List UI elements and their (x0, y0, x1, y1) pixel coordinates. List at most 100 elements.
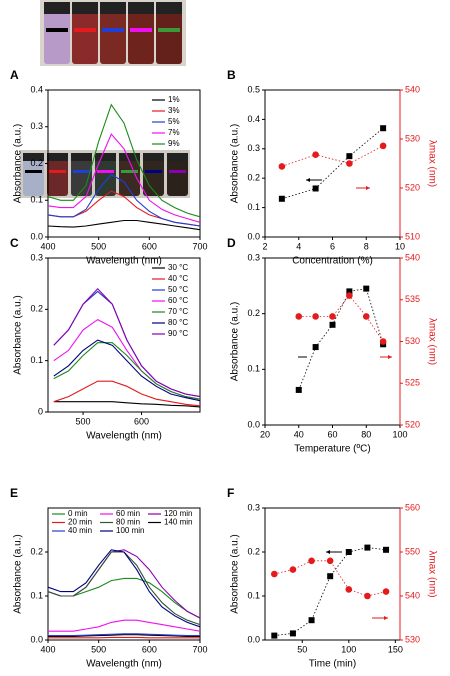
legend-label: 60 °C (168, 296, 188, 305)
y2-tick-label: 540 (405, 590, 420, 600)
x-tick-label: 600 (142, 644, 157, 654)
x-tick-label: 8 (364, 241, 369, 251)
y2-tick-label: 520 (405, 182, 420, 192)
x-tick-label: 700 (192, 241, 207, 251)
x-tick-label: 500 (91, 241, 106, 251)
x-axis-label: Wavelength (nm) (86, 431, 162, 442)
legend-label: 50 °C (168, 285, 188, 294)
x-tick-label: 500 (76, 416, 91, 426)
y-tick-label: 0.1 (247, 364, 260, 374)
data-point (382, 588, 390, 595)
y-tick-label: 0.0 (30, 231, 43, 241)
data-point (278, 195, 285, 202)
legend-label: 90 °C (168, 329, 188, 338)
spectrum-line (47, 549, 201, 619)
y-tick-label: 0.0 (30, 634, 43, 644)
y2-tick-label: 540 (405, 84, 420, 94)
data-point (346, 292, 353, 299)
y2-tick-label: 540 (405, 252, 420, 262)
data-point (362, 313, 370, 320)
legend-label: 120 min (164, 509, 192, 518)
legend-label: 5% (168, 117, 180, 126)
spectrum-line (47, 103, 201, 218)
data-point (329, 321, 336, 328)
data-point (380, 125, 387, 132)
legend-label: 3% (168, 106, 180, 115)
data-point (364, 592, 371, 600)
annotation-arrows (298, 178, 392, 620)
x-axis-label: Temperature (ºC) (294, 444, 370, 455)
x-tick-label: 500 (91, 644, 106, 654)
x-tick-label: 100 (392, 429, 407, 439)
x-tick-label: 100 (341, 644, 356, 654)
data-point (271, 570, 278, 578)
x-tick-label: 400 (40, 241, 55, 251)
spectrum-line (47, 219, 201, 231)
y-tick-label: 0.5 (247, 84, 260, 94)
panel-label: F (227, 486, 234, 500)
y-tick-label: 0.4 (30, 84, 43, 94)
legend-label: 1% (168, 95, 180, 104)
photo-middle (20, 150, 190, 198)
data-point (345, 549, 352, 555)
y-axis-label: Absorbance (a.u.) (13, 124, 24, 204)
spectrum-line (47, 173, 201, 227)
y-axis-label: Absorbance (a.u.) (230, 302, 241, 382)
data-point (346, 160, 353, 167)
trend-line (281, 145, 384, 167)
legend-label: 140 min (164, 518, 192, 527)
y2-tick-label: 520 (405, 419, 420, 429)
y2-tick-label: 560 (405, 502, 420, 512)
x-tick-label: 50 (297, 644, 307, 654)
x-tick-label: 700 (192, 644, 207, 654)
y-tick-label: 0.2 (247, 173, 260, 183)
plot-frame (47, 257, 201, 413)
y-tick-label: 0.3 (247, 502, 260, 512)
spectrum-line (53, 342, 201, 400)
x-tick-label: 150 (388, 644, 403, 654)
data-point (379, 338, 387, 345)
y-axis-label: Absorbance (a.u.) (13, 534, 24, 614)
photo-top (40, 0, 186, 66)
legend-label: 20 min (68, 518, 92, 527)
y-tick-label: 0.3 (247, 252, 260, 262)
trend-line (281, 127, 384, 200)
panel-label: B (227, 68, 236, 82)
y-tick-label: 0.3 (30, 121, 43, 131)
y2-tick-label: 530 (405, 133, 420, 143)
spectrum-line (48, 634, 200, 638)
y-tick-label: 0.1 (30, 195, 43, 205)
trend-line (298, 288, 384, 391)
x-tick-label: 80 (361, 429, 371, 439)
y-axis-label: Absorbance (a.u.) (230, 124, 241, 204)
data-point (363, 285, 370, 292)
data-point (278, 163, 286, 170)
x-tick-label: 60 (327, 429, 337, 439)
y-tick-label: 0.1 (30, 590, 43, 600)
legend-label: 80 °C (168, 318, 188, 327)
y-tick-label: 0.0 (247, 231, 260, 241)
legend-label: 7% (168, 128, 180, 137)
data-point (383, 546, 390, 553)
y-tick-label: 0.3 (247, 143, 260, 153)
data-point (364, 544, 371, 551)
y-tick-label: 0.2 (247, 308, 260, 318)
x-tick-label: 6 (330, 241, 335, 251)
x-tick-label: 600 (134, 416, 149, 426)
spectrum-line (47, 133, 201, 223)
data-point (308, 557, 315, 565)
y-axis-label: Absorbance (a.u.) (13, 295, 24, 375)
legend-label: 100 min (116, 526, 144, 535)
x-axis-label: Wavelength (nm) (86, 659, 162, 670)
x-tick-label: 400 (40, 644, 55, 654)
data-point (289, 566, 297, 573)
x-tick-label: 2 (262, 241, 267, 251)
data-point (271, 632, 278, 639)
y-tick-label: 0.2 (30, 158, 43, 168)
y-axis-label: Absorbance (a.u.) (230, 534, 241, 614)
legend-label: 60 min (116, 509, 140, 518)
y2-axis-label: λmax (nm) (426, 140, 437, 187)
legend-label: 30 °C (168, 263, 188, 272)
x-tick-label: 10 (395, 241, 405, 251)
x-tick-label: 40 (294, 429, 304, 439)
